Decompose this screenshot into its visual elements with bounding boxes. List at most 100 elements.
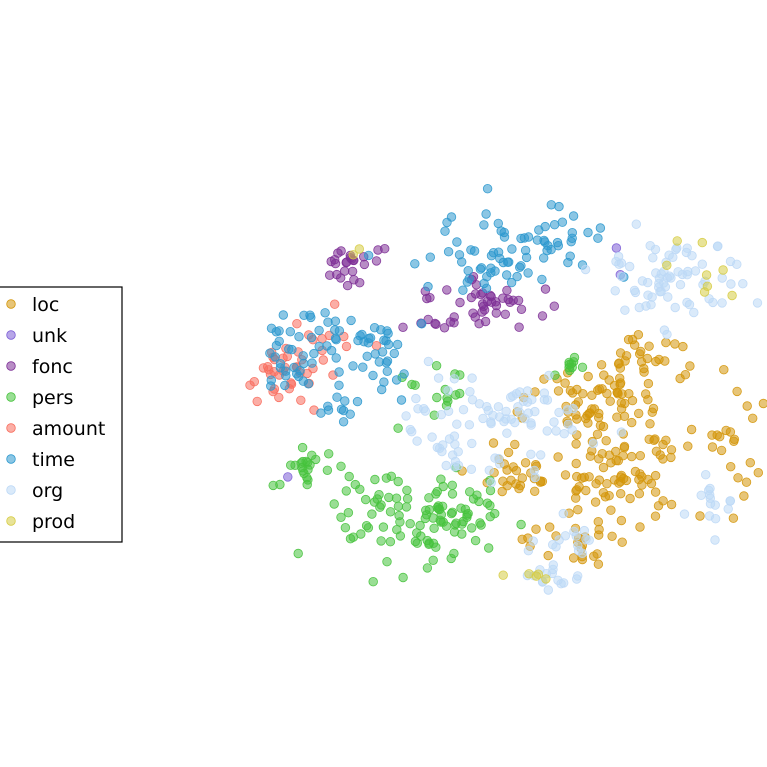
point-org	[573, 541, 583, 551]
point-org	[717, 298, 727, 308]
point-org	[611, 256, 621, 267]
point-loc	[592, 429, 603, 440]
point-pers	[467, 523, 477, 533]
point-org	[725, 256, 736, 267]
series-fonc	[325, 243, 560, 333]
point-time	[278, 310, 289, 320]
point-org	[467, 373, 477, 383]
point-loc	[617, 537, 627, 547]
point-loc	[644, 341, 654, 351]
point-pers	[470, 535, 481, 546]
point-time	[563, 257, 573, 268]
point-loc	[753, 468, 764, 478]
point-loc	[630, 340, 640, 350]
point-time	[266, 323, 277, 334]
point-loc	[651, 356, 661, 367]
point-fonc	[330, 258, 341, 269]
point-pers	[447, 480, 458, 491]
point-fonc	[514, 322, 524, 332]
legend: loc unk fonc pers amount time org prod	[0, 286, 123, 543]
point-amount	[274, 392, 284, 403]
point-loc	[619, 411, 630, 422]
point-loc	[578, 389, 588, 399]
point-time	[502, 270, 512, 280]
point-loc	[661, 337, 671, 348]
point-org	[725, 496, 736, 506]
point-time	[396, 395, 407, 405]
point-loc	[600, 492, 611, 502]
point-org	[738, 279, 748, 289]
point-time	[493, 218, 504, 229]
point-loc	[675, 373, 685, 384]
point-org	[563, 419, 574, 430]
point-loc	[488, 438, 499, 448]
point-org	[466, 464, 477, 475]
point-loc	[725, 427, 736, 437]
point-amount	[296, 395, 306, 406]
point-pers	[405, 519, 415, 529]
point-prod	[541, 574, 551, 584]
point-org	[522, 386, 533, 396]
point-org	[577, 548, 588, 559]
point-pers	[457, 519, 467, 529]
point-loc	[619, 441, 630, 452]
point-org	[551, 426, 561, 436]
point-org	[544, 370, 554, 381]
legend-entry-amount: amount	[6, 418, 105, 440]
point-fonc	[513, 295, 524, 306]
point-time	[504, 257, 514, 267]
point-pers	[485, 500, 495, 511]
point-prod	[672, 236, 682, 246]
point-loc	[678, 341, 688, 352]
point-loc	[515, 480, 526, 491]
point-org	[610, 286, 620, 296]
point-org	[401, 411, 411, 421]
point-pers	[424, 493, 434, 503]
point-time	[382, 366, 393, 377]
legend-marker-fonc	[6, 361, 16, 371]
series-org	[401, 219, 763, 595]
point-org	[452, 419, 462, 429]
point-org	[625, 261, 635, 272]
point-loc	[596, 360, 607, 370]
point-loc	[643, 378, 654, 389]
point-loc	[599, 370, 609, 380]
point-time	[568, 211, 579, 221]
point-loc	[616, 515, 627, 526]
point-amount	[341, 341, 352, 352]
point-org	[654, 273, 665, 284]
point-time	[348, 361, 358, 371]
point-pers	[429, 523, 439, 534]
point-fonc	[449, 318, 459, 328]
point-loc	[758, 398, 767, 409]
point-loc	[611, 455, 621, 466]
point-pers	[286, 460, 296, 470]
point-time	[481, 209, 491, 219]
point-org	[580, 264, 591, 275]
point-fonc	[537, 311, 548, 321]
point-org	[637, 276, 648, 286]
point-org	[704, 511, 715, 521]
point-fonc	[486, 297, 497, 307]
point-time	[307, 358, 317, 368]
point-org	[443, 386, 453, 396]
point-org	[423, 356, 434, 367]
point-fonc	[371, 256, 382, 266]
point-loc	[573, 397, 584, 407]
point-org	[542, 426, 552, 436]
point-org	[536, 450, 546, 460]
legend-label-amount: amount	[32, 418, 105, 440]
point-loc	[666, 452, 676, 463]
point-time	[520, 245, 531, 256]
point-time	[306, 332, 317, 343]
point-org	[528, 536, 538, 546]
point-org	[630, 287, 641, 298]
point-prod	[701, 270, 712, 280]
point-time	[379, 377, 389, 387]
point-org	[513, 402, 523, 412]
point-loc	[745, 458, 756, 468]
point-org	[493, 402, 504, 412]
point-org	[670, 302, 680, 313]
point-org	[449, 374, 460, 384]
point-time	[488, 247, 499, 258]
